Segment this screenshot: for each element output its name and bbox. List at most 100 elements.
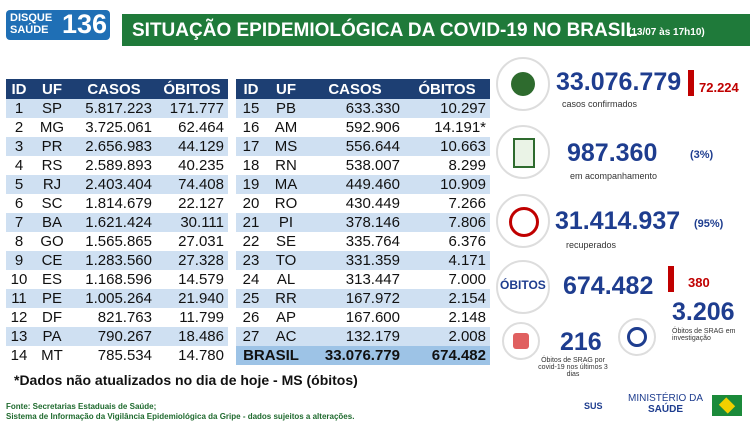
investigation-label: Óbitos de SRAG em investigação — [672, 328, 736, 342]
deaths-cell: 14.579 — [156, 270, 228, 289]
deaths-cell: 11.799 — [156, 308, 228, 327]
table-row: 6 SC 1.814.679 22.127 — [6, 194, 228, 213]
table-row: 8 GO 1.565.865 27.031 — [6, 232, 228, 251]
table-row: 20 RO 430.449 7.266 — [236, 194, 490, 213]
deaths-cell: 30.111 — [156, 213, 228, 232]
cases-cell: 538.007 — [306, 156, 404, 175]
table-row: 18 RN 538.007 8.299 — [236, 156, 490, 175]
table-row: 22 SE 335.764 6.376 — [236, 232, 490, 251]
icon-virus — [496, 57, 550, 111]
table-row: 3 PR 2.656.983 44.129 — [6, 137, 228, 156]
id-cell: 9 — [6, 251, 32, 270]
uf-cell: PB — [266, 99, 306, 118]
deaths-cell: 10.297 — [404, 99, 490, 118]
id-cell: 11 — [6, 289, 32, 308]
table-row: 14 MT 785.534 14.780 — [6, 346, 228, 365]
uf-cell: MG — [32, 118, 72, 137]
column-header: CASOS — [306, 79, 404, 99]
monitoring-percent: (3%) — [690, 149, 714, 161]
deaths-delta: 380 — [688, 275, 710, 290]
table-row: 16 AM 592.906 14.191* — [236, 118, 490, 137]
cases-cell: 430.449 — [306, 194, 404, 213]
uf-cell: PR — [32, 137, 72, 156]
deaths-title: ÓBITOS — [500, 278, 546, 292]
cases-cell: 2.403.404 — [72, 175, 156, 194]
deaths-cell: 171.777 — [156, 99, 228, 118]
logo-top: DISQUE — [10, 12, 53, 24]
arrow-up — [668, 266, 674, 292]
uf-cell: PA — [32, 327, 72, 346]
cases-cell: 785.534 — [72, 346, 156, 365]
id-cell: 15 — [236, 99, 266, 118]
column-header: UF — [266, 79, 306, 99]
source: Sistema de Informação da Vigilância Epid… — [6, 412, 355, 421]
uf-cell: PE — [32, 289, 72, 308]
table-row: 15 PB 633.330 10.297 — [236, 99, 490, 118]
logo-box — [6, 10, 110, 40]
table-row: 25 RR 167.972 2.154 — [236, 289, 490, 308]
cases-cell: 556.644 — [306, 137, 404, 156]
deaths-cell: 2.148 — [404, 308, 490, 327]
recovered-value: 31.414.937 — [555, 207, 681, 235]
logo-bottom: SAÚDE — [10, 24, 49, 36]
id-cell: 13 — [6, 327, 32, 346]
table-right: ID UF CASOS ÓBITOS 15 PB 633.330 10.297 16 AM 592.… — [236, 79, 490, 365]
deaths-cell: 22.127 — [156, 194, 228, 213]
cases-cell: 167.972 — [306, 289, 404, 308]
column-header: CASOS — [72, 79, 156, 99]
icon-clipboard — [496, 125, 550, 179]
uf-cell: PI — [266, 213, 306, 232]
table-row: 12 DF 821.763 11.799 — [6, 308, 228, 327]
cases-cell: 2.656.983 — [72, 137, 156, 156]
deaths-cell: 6.376 — [404, 232, 490, 251]
total-row: BRASIL 33.076.779 674.482 — [236, 346, 490, 365]
column-header: UF — [32, 79, 72, 99]
header-row: ID UF CASOS ÓBITOS — [236, 79, 490, 99]
cases-cell: 1.005.264 — [72, 289, 156, 308]
id-cell: 21 — [236, 213, 266, 232]
deaths-cell: 10.663 — [404, 137, 490, 156]
cases-cell: 5.817.223 — [72, 99, 156, 118]
id-cell: 17 — [236, 137, 266, 156]
column-header: ID — [6, 79, 32, 99]
uf-cell: AL — [266, 270, 306, 289]
deaths-cell: 14.191* — [404, 118, 490, 137]
uf-cell: RR — [266, 289, 306, 308]
ministry-top: MINISTÉRIO DA — [628, 393, 704, 404]
deaths-cell: 10.909 — [404, 175, 490, 194]
id-cell: 7 — [6, 213, 32, 232]
deaths-cell: 62.464 — [156, 118, 228, 137]
table-row: 2 MG 3.725.061 62.464 — [6, 118, 228, 137]
cases-cell: 1.283.560 — [72, 251, 156, 270]
cases-cell: 2.589.893 — [72, 156, 156, 175]
id-cell: 19 — [236, 175, 266, 194]
cases-cell: 592.906 — [306, 118, 404, 137]
id-cell: 8 — [6, 232, 32, 251]
table-row: 11 PE 1.005.264 21.940 — [6, 289, 228, 308]
confirmed-label: casos confirmados — [562, 99, 638, 109]
cases-cell: 1.565.865 — [72, 232, 156, 251]
deaths-cell: 2.008 — [404, 327, 490, 346]
source: Fonte: Secretarias Estaduais de Saúde; — [6, 402, 157, 411]
monitoring-label: em acompanhamento — [570, 171, 658, 181]
cases-cell: 1.621.424 — [72, 213, 156, 232]
table-row: 21 PI 378.146 7.806 — [236, 213, 490, 232]
table-row: 26 AP 167.600 2.148 — [236, 308, 490, 327]
id-cell: 27 — [236, 327, 266, 346]
cases-cell: 335.764 — [306, 232, 404, 251]
title: SITUAÇÃO EPIDEMIOLÓGICA DA COVID-19 NO B… — [132, 20, 638, 41]
uf-cell: MS — [266, 137, 306, 156]
uf-cell: GO — [32, 232, 72, 251]
ministry-bottom: SAÚDE — [648, 404, 684, 415]
table-row: 5 RJ 2.403.404 74.408 — [6, 175, 228, 194]
deaths-cell: 14.780 — [156, 346, 228, 365]
deaths-cell: 40.235 — [156, 156, 228, 175]
flag — [712, 395, 742, 416]
id-cell: 6 — [6, 194, 32, 213]
column-header: ÓBITOS — [404, 79, 490, 99]
table-row: 10 ES 1.168.596 14.579 — [6, 270, 228, 289]
uf-cell: BA — [32, 213, 72, 232]
id-cell: 3 — [6, 137, 32, 156]
uf-cell: DF — [32, 308, 72, 327]
arrow-up — [688, 70, 694, 96]
